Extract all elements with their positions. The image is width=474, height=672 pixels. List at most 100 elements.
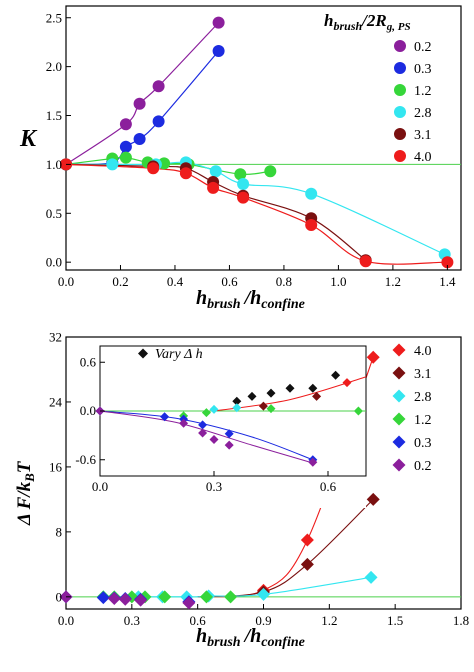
top-point-1-2-7 xyxy=(264,165,277,178)
top-point-2-8-6 xyxy=(305,187,318,200)
inset-y-tick-label-2: 0.6 xyxy=(80,354,97,369)
top-data-points xyxy=(60,16,454,269)
top-point-4-0-6 xyxy=(359,255,372,268)
bottom-point-0-2-2 xyxy=(118,592,132,606)
bottom-legend-marker-0-3 xyxy=(392,435,406,449)
top-legend-marker-0-3 xyxy=(394,62,406,74)
bottom-x-label-sub2: confine xyxy=(261,635,305,650)
inset-data-points xyxy=(95,370,363,467)
bottom-y-axis-label: Δ F/kBT xyxy=(14,460,37,526)
bottom-y-label-main: Δ F/k xyxy=(14,481,35,526)
top-point-4-0-5 xyxy=(305,219,318,231)
inset-legend-label: Vary Δ h xyxy=(155,347,203,362)
top-fit-curve-4-0 xyxy=(65,163,448,265)
legend-title-main: h xyxy=(324,11,333,30)
inset-point-0-2-2 xyxy=(198,428,208,438)
top-axis-ticks: 0.0 0.2 0.4 0.6 0.8 1.0 1.2 1.4 0.0 0.5 1.0 1.5 2.0 2… xyxy=(46,10,456,289)
top-legend-label-3-1: 3.1 xyxy=(414,128,432,143)
bottom-x-tick-label-3: 0.9 xyxy=(255,613,271,628)
bottom-x-tick-label-1: 0.3 xyxy=(124,613,140,628)
top-point-2-8-1 xyxy=(106,158,119,171)
top-point-4-0-4 xyxy=(237,191,250,204)
top-point-0-3-4 xyxy=(152,115,165,128)
top-x-tick-label-7: 1.4 xyxy=(439,274,456,289)
bottom-y-label-sub: B xyxy=(22,473,37,483)
top-point-0-2-1 xyxy=(119,118,132,131)
bottom-legend: 4.0 3.1 2.8 1.2 0.3 0.2 xyxy=(392,343,432,474)
bottom-x-axis-label: hbrush/hconfine xyxy=(196,625,305,650)
bottom-x-tick-label-2: 0.6 xyxy=(190,613,207,628)
top-point-0-2-2 xyxy=(133,97,146,110)
inset-fit-curve-0-2 xyxy=(99,410,313,464)
bottom-legend-marker-2-8 xyxy=(392,389,406,403)
bottom-x-label-sub1: brush xyxy=(207,635,241,650)
top-point-0-3-2 xyxy=(119,140,132,153)
top-point-1-2-6 xyxy=(234,168,247,181)
inset-point-0-2-1 xyxy=(179,418,189,428)
inset-fit-curve-0-3 xyxy=(99,410,313,461)
bottom-point-3-1-1 xyxy=(300,557,314,571)
bottom-point-0-3-1 xyxy=(96,591,110,605)
inset-point-0-2-3 xyxy=(209,434,219,444)
bottom-x-tick-label-6: 1.8 xyxy=(453,613,469,628)
bottom-point-2-8-6 xyxy=(364,570,378,584)
inset-point-vary-h-4 xyxy=(308,383,318,393)
inset-point-2-8-0 xyxy=(209,404,219,414)
inset-x-tick-label-2: 0.6 xyxy=(320,479,337,494)
top-legend: 0.2 0.3 1.2 2.8 3.1 4.0 xyxy=(394,40,432,165)
top-legend-label-2-8: 2.8 xyxy=(414,106,432,121)
top-panel: 0.0 0.2 0.4 0.6 0.8 1.0 1.2 1.4 0.0 0.5 1.0 1.5 2.0 2… xyxy=(19,5,462,312)
inset-point-vary-h-1 xyxy=(247,391,257,401)
top-x-tick-label-2: 0.4 xyxy=(167,274,184,289)
bottom-point-2-8-5 xyxy=(257,587,270,601)
top-x-label-sep: /h xyxy=(243,287,262,309)
inset-point-0-2-5 xyxy=(308,457,318,467)
top-point-2-8-5 xyxy=(237,178,250,190)
top-x-label-main: h xyxy=(196,287,207,309)
top-point-4-0-1 xyxy=(147,162,160,175)
bottom-x-tick-label-4: 1.2 xyxy=(321,613,337,628)
bottom-point-1-2-4 xyxy=(158,590,172,604)
bottom-legend-label-1-2: 1.2 xyxy=(414,413,432,428)
inset-point-0-3-1 xyxy=(160,412,170,422)
inset-point-3-1-0 xyxy=(258,401,268,411)
bottom-legend-marker-0-2 xyxy=(392,458,406,472)
bottom-legend-label-0-2: 0.2 xyxy=(414,459,432,474)
inset-point-0-2-4 xyxy=(224,440,234,450)
inset-point-vary-h-0 xyxy=(232,396,242,406)
top-point-0-3-3 xyxy=(133,133,146,145)
inset-point-0-3-3 xyxy=(198,420,208,430)
bottom-panel: 0.0 0.3 0.6 0.9 1.2 1.5 1.8 0 8 16 24 32 Δ F/kBT hb… xyxy=(14,330,469,650)
bottom-y-tick-label-0: 0 xyxy=(56,589,63,604)
top-legend-marker-2-8 xyxy=(394,106,406,118)
top-x-tick-label-0: 0.0 xyxy=(58,274,74,289)
inset-point-1-2-3 xyxy=(353,406,363,416)
top-y-tick-label-0: 0.0 xyxy=(46,255,62,270)
top-point-4-0-2 xyxy=(179,167,192,180)
top-point-0-2-4 xyxy=(212,16,225,29)
bottom-y-tick-label-1: 8 xyxy=(56,524,63,539)
bottom-y-tick-label-2: 16 xyxy=(49,459,63,474)
inset-point-4-0-0 xyxy=(342,378,352,388)
bottom-legend-marker-4-0 xyxy=(392,343,406,357)
bottom-point-4-0-1 xyxy=(300,533,314,547)
top-point-0-3-5 xyxy=(212,45,225,57)
inset-point-vary-h-5 xyxy=(331,370,341,380)
top-legend-marker-3-1 xyxy=(394,128,406,140)
bottom-legend-label-2-8: 2.8 xyxy=(414,390,432,405)
bottom-y-tick-label-4: 32 xyxy=(49,330,62,345)
legend-title-sub2: g, PS xyxy=(386,21,411,33)
top-plot-frame xyxy=(65,5,462,271)
top-legend-label-0-2: 0.2 xyxy=(414,40,432,55)
legend-title-rest: /2R xyxy=(360,11,387,30)
top-point-4-0-3 xyxy=(207,181,220,194)
bottom-axis-ticks: 0.0 0.3 0.6 0.9 1.2 1.5 1.8 0 8 16 24 32 xyxy=(49,330,469,628)
bottom-legend-marker-3-1 xyxy=(392,366,406,380)
top-x-tick-label-1: 0.2 xyxy=(112,274,128,289)
inset-point-3-1-1 xyxy=(312,391,322,401)
bottom-legend-label-0-3: 0.3 xyxy=(414,436,432,451)
top-y-tick-label-2: 1.0 xyxy=(46,157,62,172)
bottom-point-0-2-3 xyxy=(134,593,148,607)
top-point-4-0-7 xyxy=(441,256,454,269)
